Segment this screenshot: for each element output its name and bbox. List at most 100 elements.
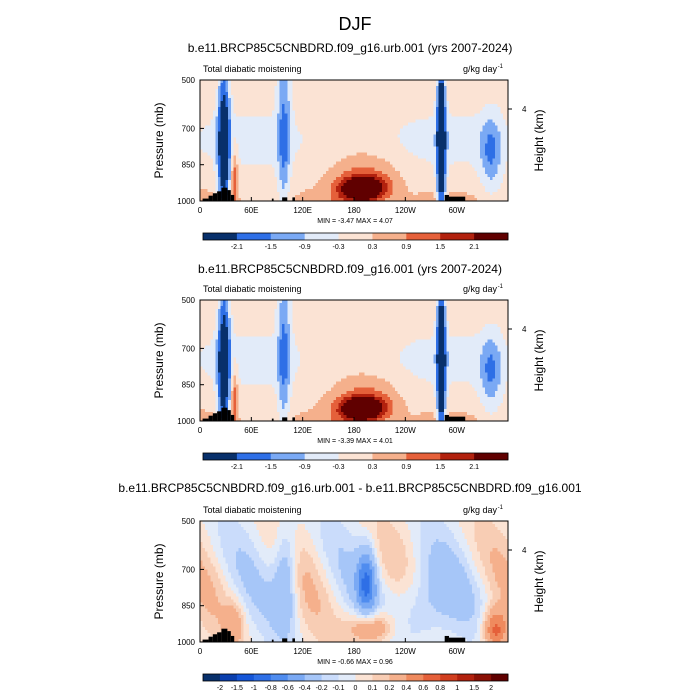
field-cell — [241, 137, 245, 142]
field-cell — [341, 86, 345, 90]
field-cell — [418, 134, 422, 139]
field-cell — [266, 89, 270, 93]
field-cell — [456, 161, 460, 166]
field-cell — [279, 113, 283, 117]
field-cell — [251, 98, 255, 102]
field-cell — [238, 158, 242, 163]
field-cell — [230, 131, 234, 136]
field-cell — [464, 101, 468, 105]
field-cell — [312, 134, 317, 139]
field-cell — [356, 80, 360, 84]
field-cell — [405, 113, 409, 117]
field-cell — [377, 128, 381, 133]
field-cell — [502, 137, 507, 142]
field-cell — [253, 95, 258, 99]
field-cell — [369, 149, 373, 154]
field-cell — [243, 113, 247, 117]
field-cell — [248, 92, 252, 96]
min-max-stats: MIN = -3.47 MAX = 4.07 — [317, 218, 393, 225]
field-cell — [497, 98, 501, 102]
field-cell — [484, 143, 489, 148]
field-cell — [474, 98, 478, 102]
field-cell — [461, 95, 465, 99]
field-cell — [418, 173, 422, 178]
field-cell — [441, 98, 445, 102]
field-cell — [220, 110, 224, 114]
field-cell — [443, 101, 447, 105]
field-cell — [371, 134, 376, 139]
field-cell — [325, 125, 329, 130]
field-cell — [436, 113, 440, 117]
field-cell — [200, 95, 204, 99]
field-cell — [448, 110, 453, 114]
field-cell — [402, 161, 406, 166]
field-cell — [505, 158, 509, 163]
field-cell — [364, 167, 368, 172]
field-cell — [495, 122, 499, 126]
field-cell — [461, 92, 465, 96]
field-cell — [305, 101, 309, 105]
field-cell — [459, 119, 463, 123]
field-cell — [359, 101, 363, 105]
field-cell — [318, 125, 322, 130]
field-cell — [341, 122, 345, 126]
field-cell — [294, 128, 299, 133]
field-cell — [405, 119, 409, 123]
field-cell — [294, 101, 299, 105]
field-cell — [469, 128, 473, 133]
field-cell — [207, 89, 211, 93]
field-cell — [256, 131, 260, 136]
field-cell — [464, 110, 468, 114]
field-cell — [348, 101, 353, 105]
field-cell — [351, 122, 355, 126]
field-cell — [433, 104, 437, 108]
field-cell — [356, 116, 360, 120]
field-cell — [294, 158, 299, 163]
field-cell — [374, 86, 378, 90]
field-cell — [484, 110, 489, 114]
field-cell — [479, 170, 483, 175]
field-cell — [228, 122, 232, 126]
field-cell — [490, 86, 494, 90]
field-cell — [405, 125, 409, 130]
field-cell — [225, 164, 229, 169]
field-cell — [395, 137, 399, 142]
field-cell — [310, 158, 314, 163]
field-cell — [230, 134, 234, 139]
field-cell — [279, 110, 283, 114]
field-cell — [277, 110, 281, 114]
field-cell — [241, 149, 245, 154]
field-cell — [418, 146, 422, 151]
field-cell — [441, 83, 445, 87]
field-cell — [200, 155, 204, 160]
field-cell — [436, 83, 440, 87]
field-cell — [361, 83, 365, 87]
field-cell — [325, 80, 329, 84]
field-cell — [315, 83, 319, 87]
field-cell — [310, 95, 314, 99]
field-cell — [425, 155, 430, 160]
field-cell — [361, 113, 365, 117]
field-cell — [279, 101, 283, 105]
field-cell — [248, 125, 252, 130]
field-cell — [330, 116, 335, 120]
field-cell — [338, 173, 342, 178]
field-cell — [451, 140, 455, 145]
field-cell — [230, 113, 234, 117]
field-cell — [464, 167, 468, 172]
field-cell — [461, 134, 465, 139]
field-cell — [246, 155, 250, 160]
field-cell — [279, 134, 283, 139]
field-cell — [282, 95, 286, 99]
field-cell — [274, 92, 278, 96]
field-cell — [320, 89, 324, 93]
field-cell — [374, 164, 378, 169]
field-cell — [474, 83, 478, 87]
field-cell — [223, 158, 227, 163]
field-cell — [433, 83, 437, 87]
field-cell — [497, 92, 501, 96]
field-cell — [438, 83, 442, 87]
field-cell — [477, 83, 481, 87]
field-cell — [235, 167, 240, 172]
field-cell — [420, 170, 424, 175]
